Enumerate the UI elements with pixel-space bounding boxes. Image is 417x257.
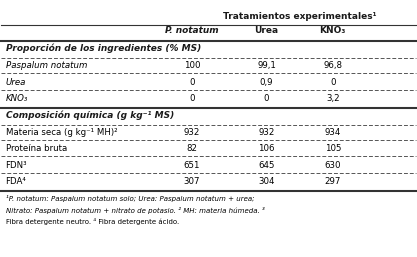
Text: 0,9: 0,9 — [260, 78, 273, 87]
Text: 307: 307 — [183, 177, 200, 186]
Text: 100: 100 — [183, 61, 200, 70]
Text: Paspalum notatum: Paspalum notatum — [5, 61, 87, 70]
Text: Fibra detergente neutro. ⁴ Fibra detergente ácido.: Fibra detergente neutro. ⁴ Fibra deterge… — [5, 218, 179, 225]
Text: 96,8: 96,8 — [323, 61, 342, 70]
Text: P. notatum: P. notatum — [165, 26, 219, 35]
Text: 0: 0 — [330, 78, 336, 87]
Text: 0: 0 — [264, 94, 269, 103]
Text: 651: 651 — [183, 161, 200, 170]
Text: Proporción de los ingredientes (% MS): Proporción de los ingredientes (% MS) — [5, 44, 201, 53]
Text: 99,1: 99,1 — [257, 61, 276, 70]
Text: ¹P. notatum: Paspalum notatum solo; Urea: Paspalum notatum + urea;: ¹P. notatum: Paspalum notatum solo; Urea… — [5, 195, 254, 202]
Text: 3,2: 3,2 — [326, 94, 339, 103]
Text: FDN³: FDN³ — [5, 161, 27, 170]
Text: 630: 630 — [324, 161, 341, 170]
Text: 105: 105 — [324, 144, 341, 153]
Text: 304: 304 — [258, 177, 275, 186]
Text: 932: 932 — [258, 128, 275, 137]
Text: 0: 0 — [189, 94, 195, 103]
Text: Urea: Urea — [254, 26, 279, 35]
Text: Urea: Urea — [5, 78, 26, 87]
Text: 645: 645 — [258, 161, 275, 170]
Text: KNO₃: KNO₃ — [5, 94, 28, 103]
Text: 297: 297 — [324, 177, 341, 186]
Text: Tratamientos experimentales¹: Tratamientos experimentales¹ — [223, 12, 377, 21]
Text: 934: 934 — [324, 128, 341, 137]
Text: FDA⁴: FDA⁴ — [5, 177, 26, 186]
Text: Materia seca (g kg⁻¹ MH)²: Materia seca (g kg⁻¹ MH)² — [5, 128, 117, 137]
Text: 82: 82 — [186, 144, 197, 153]
Text: Nitrato: Paspalum notatum + nitrato de potasio. ² MH: materia húmeda. ³: Nitrato: Paspalum notatum + nitrato de p… — [5, 207, 264, 214]
Text: 106: 106 — [258, 144, 275, 153]
Text: Composición química (g kg⁻¹ MS): Composición química (g kg⁻¹ MS) — [5, 110, 174, 120]
Text: KNO₃: KNO₃ — [319, 26, 346, 35]
Text: 932: 932 — [184, 128, 200, 137]
Text: 0: 0 — [189, 78, 195, 87]
Text: Proteína bruta: Proteína bruta — [5, 144, 67, 153]
